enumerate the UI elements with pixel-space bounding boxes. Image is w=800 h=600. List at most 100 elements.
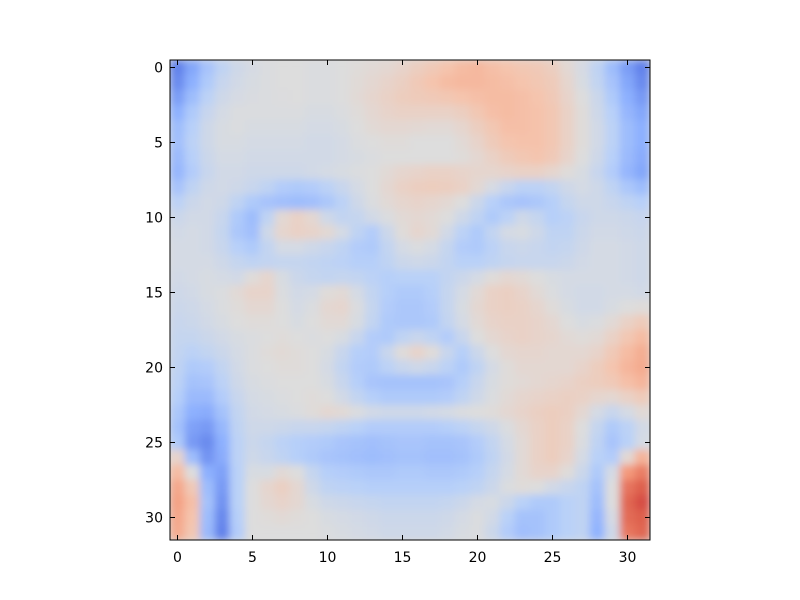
- heatmap-cell: [394, 104, 411, 121]
- heatmap-cell: [454, 524, 471, 540]
- heatmap-cell: [244, 389, 261, 406]
- heatmap-cell: [229, 389, 246, 406]
- heatmap-cell: [514, 479, 531, 496]
- heatmap-cell: [409, 404, 426, 421]
- heatmap-cell: [604, 494, 621, 511]
- heatmap-cell: [394, 149, 411, 166]
- heatmap-cell: [454, 434, 471, 451]
- heatmap-cell: [514, 299, 531, 316]
- heatmap-cell: [499, 284, 516, 301]
- heatmap-cell: [244, 374, 261, 391]
- heatmap-cell: [259, 179, 276, 196]
- heatmap-cell: [274, 329, 291, 346]
- heatmap-cell: [574, 404, 591, 421]
- heatmap-cell: [244, 329, 261, 346]
- heatmap-cell: [589, 194, 606, 211]
- heatmap-cell: [544, 194, 561, 211]
- heatmap-cell: [199, 60, 216, 76]
- heatmap-cell: [544, 224, 561, 241]
- heatmap-cell: [229, 119, 246, 136]
- heatmap-cell: [589, 524, 606, 540]
- heatmap-cell: [484, 60, 501, 76]
- heatmap-cell: [619, 344, 636, 361]
- heatmap-cell: [484, 509, 501, 526]
- heatmap-cell: [379, 524, 396, 540]
- heatmap-cell: [394, 60, 411, 76]
- heatmap-cell: [514, 104, 531, 121]
- heatmap-cell: [170, 164, 186, 181]
- heatmap-cell: [214, 419, 231, 436]
- heatmap-cell: [170, 134, 186, 151]
- heatmap-cell: [634, 389, 650, 406]
- heatmap-cell: [529, 509, 546, 526]
- heatmap-cell: [529, 359, 546, 376]
- heatmap-cell: [469, 194, 486, 211]
- heatmap-cell: [619, 494, 636, 511]
- heatmap-cell: [589, 254, 606, 271]
- heatmap-cell: [424, 494, 441, 511]
- heatmap-cell: [349, 419, 366, 436]
- heatmap-cell: [559, 104, 576, 121]
- heatmap-cell: [409, 104, 426, 121]
- heatmap-cell: [529, 434, 546, 451]
- heatmap-cell: [484, 269, 501, 286]
- heatmap-cell: [439, 419, 456, 436]
- heatmap-cell: [274, 104, 291, 121]
- heatmap-cell: [574, 194, 591, 211]
- heatmap-cell: [214, 434, 231, 451]
- heatmap-cell: [274, 344, 291, 361]
- heatmap-cell: [259, 254, 276, 271]
- heatmap-cell: [229, 314, 246, 331]
- heatmap-cell: [559, 149, 576, 166]
- heatmap-cell: [424, 164, 441, 181]
- heatmap-cell: [424, 389, 441, 406]
- heatmap-cell: [244, 209, 261, 226]
- heatmap-cell: [334, 119, 351, 136]
- heatmap-cell: [214, 164, 231, 181]
- heatmap-cell: [589, 179, 606, 196]
- heatmap-cell: [229, 89, 246, 106]
- heatmap-cell: [574, 239, 591, 256]
- heatmap-cell: [199, 224, 216, 241]
- heatmap-cell: [544, 404, 561, 421]
- heatmap-cell: [454, 164, 471, 181]
- heatmap-cell: [484, 359, 501, 376]
- heatmap-cell: [349, 209, 366, 226]
- heatmap-cell: [274, 224, 291, 241]
- heatmap-cell: [184, 479, 201, 496]
- heatmap-cell: [574, 344, 591, 361]
- heatmap-cell: [454, 479, 471, 496]
- heatmap-cell: [319, 74, 336, 91]
- heatmap-cell: [574, 134, 591, 151]
- heatmap-cell: [634, 314, 650, 331]
- heatmap-cell: [274, 479, 291, 496]
- heatmap-cell: [439, 60, 456, 76]
- heatmap-cell: [184, 239, 201, 256]
- heatmap-cell: [289, 329, 306, 346]
- heatmap-cell: [259, 359, 276, 376]
- heatmap-cell: [499, 134, 516, 151]
- heatmap-cell: [170, 494, 186, 511]
- heatmap-cell: [334, 284, 351, 301]
- heatmap-cell: [409, 89, 426, 106]
- heatmap-cell: [364, 74, 381, 91]
- heatmap-cell: [619, 89, 636, 106]
- heatmap-cell: [409, 299, 426, 316]
- heatmap-cell: [619, 434, 636, 451]
- heatmap-cell: [379, 419, 396, 436]
- heatmap-cell: [259, 89, 276, 106]
- heatmap-cell: [334, 74, 351, 91]
- heatmap-cell: [244, 134, 261, 151]
- heatmap-cell: [529, 239, 546, 256]
- heatmap-cell: [289, 60, 306, 76]
- heatmap-cell: [184, 494, 201, 511]
- heatmap-cell: [244, 404, 261, 421]
- heatmap-cell: [409, 60, 426, 76]
- heatmap-cell: [514, 179, 531, 196]
- heatmap-cell: [184, 89, 201, 106]
- heatmap-cell: [214, 314, 231, 331]
- heatmap-cell: [409, 134, 426, 151]
- heatmap-cell: [304, 60, 321, 76]
- heatmap-cell: [214, 404, 231, 421]
- heatmap-cell: [469, 104, 486, 121]
